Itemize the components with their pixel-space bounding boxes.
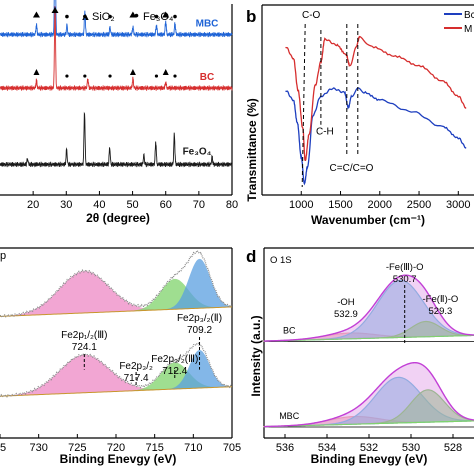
fe3o4-marker-mbc bbox=[65, 14, 69, 19]
panel-d-letter: d bbox=[246, 247, 256, 266]
xrd-curve-label: BC bbox=[200, 72, 214, 83]
panel-a-tick-label: 80 bbox=[226, 199, 238, 211]
fe3o4-marker-bc bbox=[83, 74, 87, 78]
panel-b-tick-label: 3000 bbox=[446, 199, 470, 211]
legend-fe3o4-marker: • bbox=[134, 7, 139, 23]
panel-c-tick-label: 720 bbox=[107, 442, 125, 454]
panel-d-o1s: d Intensity (a.u.) Binding Enevgy (eV) O… bbox=[246, 247, 474, 466]
panel-d-tick-label: 532 bbox=[360, 442, 378, 454]
o1s-annotation-value: 529.3 bbox=[429, 306, 453, 317]
o1s-annotation-label: -Fe(Ⅱ)-O bbox=[422, 294, 458, 305]
fe2p-background bbox=[0, 386, 233, 397]
panel-d-title: O 1S bbox=[270, 255, 292, 266]
fe2p-component-peak bbox=[0, 354, 232, 397]
panel-a-legend: ▲ SiO₂ • Fe₃O₄ bbox=[80, 7, 174, 23]
xrd-series-mbc bbox=[0, 0, 233, 38]
panel-b-xlabel: Wavenumber (cm⁻¹) bbox=[311, 213, 425, 227]
fe2p-component-peak bbox=[0, 258, 232, 317]
panel-c-xlabel: Binding Enevgy (eV) bbox=[60, 452, 177, 466]
panel-b-ylabel: Transmittance (%) bbox=[245, 98, 259, 201]
panel-b-tick-label: 2000 bbox=[368, 199, 392, 211]
panel-c-tick-label: 705 bbox=[223, 442, 241, 454]
xrd-curve-label: Fe₃O₄ bbox=[183, 146, 212, 157]
panel-a-xlabel: 2θ (degree) bbox=[86, 211, 150, 225]
ftir-series-bc bbox=[285, 87, 467, 186]
fe3o4-marker-mbc bbox=[154, 14, 159, 19]
sio2-marker-bc bbox=[129, 69, 136, 76]
xrd-series-bc bbox=[0, 6, 233, 92]
fe2p-annotation-label: Fe2p₃/₂(Ⅲ) bbox=[151, 354, 198, 365]
panel-b-legend: Bc M bbox=[444, 10, 474, 35]
o1s-curve-label: MBC bbox=[279, 411, 300, 421]
legend-fe3o4-label: Fe₃O₄ bbox=[143, 11, 174, 23]
o1s-envelope bbox=[263, 274, 474, 342]
panel-c-tick-label: 5 bbox=[0, 442, 6, 454]
fe2p-annotation-value: 724.1 bbox=[72, 342, 97, 353]
panel-b-tick-label: 2500 bbox=[407, 199, 431, 211]
panel-b-tick-label: 1000 bbox=[289, 199, 313, 211]
panel-c-fe2p: p Binding Enevgy (eV) 5 730 725 720 715 710 70… bbox=[0, 247, 241, 466]
o1s-annotation-value: 532.9 bbox=[334, 309, 358, 320]
o1s-curve-label: BC bbox=[283, 326, 296, 336]
fe3o4-marker-mbc bbox=[173, 14, 177, 19]
o1s-component-peak bbox=[263, 320, 474, 342]
panel-d-tick-label: 534 bbox=[318, 442, 336, 454]
o1s-envelope bbox=[263, 362, 474, 428]
o1s-component-peak bbox=[263, 389, 474, 428]
sio2-marker-bc bbox=[33, 69, 40, 76]
panel-b-letter: b bbox=[246, 7, 256, 26]
xrd-series-fe3o4 bbox=[0, 111, 233, 168]
fe2p-annotation-value: 709.2 bbox=[187, 325, 212, 336]
sio2-marker-mbc bbox=[32, 11, 40, 18]
fe2p-annotation-label: Fe2p₃/₂(Ⅱ) bbox=[177, 313, 222, 324]
o1s-annotation-value: 530.7 bbox=[393, 274, 417, 285]
legend-sio2-label: SiO₂ bbox=[92, 11, 115, 23]
panel-c-tick-label: 730 bbox=[29, 442, 47, 454]
fe3o4-marker-bc bbox=[108, 74, 112, 78]
panel-d-tick-label: 528 bbox=[444, 442, 462, 454]
panel-a-xrd: ▲ SiO₂ • Fe₃O₄ 20 30 40 50 60 70 80 2θ (degree)… bbox=[0, 0, 238, 225]
fe3o4-marker-mbc bbox=[108, 14, 112, 19]
sio2-marker-mbc bbox=[51, 7, 59, 13]
panel-c-tick-label: 710 bbox=[184, 442, 202, 454]
fe2p-annotation-label: Fe2p₁/₂(Ⅲ) bbox=[61, 330, 107, 341]
xrd-curve-label: MBC bbox=[196, 19, 219, 30]
panel-a-tick-label: 60 bbox=[160, 199, 172, 211]
panel-a-tick-label: 20 bbox=[27, 199, 39, 211]
panel-c-tick-label: 715 bbox=[145, 442, 163, 454]
panel-b-tick-label: 1500 bbox=[328, 199, 352, 211]
panel-a-tick-label: 50 bbox=[126, 199, 138, 211]
fe3o4-marker-mbc bbox=[83, 14, 87, 19]
panel-a-tick-label: 70 bbox=[193, 199, 205, 211]
fe2p-annotation-label: Fe2p₃/₂ bbox=[119, 361, 153, 372]
o1s-annotation-label: -Fe(Ⅲ)-O bbox=[386, 262, 424, 273]
fe3o4-marker-bc bbox=[173, 74, 177, 78]
ftir-annotation: C-O bbox=[302, 10, 321, 21]
sio2-marker-bc bbox=[162, 69, 169, 76]
legend-mbc-label: M bbox=[464, 24, 472, 35]
panel-d-tick-label: 530 bbox=[402, 442, 420, 454]
fe2p-background bbox=[0, 306, 233, 317]
fe3o4-marker-bc bbox=[65, 74, 69, 78]
fe2p-envelope bbox=[0, 342, 233, 398]
panel-d-tick-label: 536 bbox=[276, 442, 294, 454]
legend-bc-label: Bc bbox=[464, 10, 474, 21]
panel-d-ylabel: Intensity (a.u.) bbox=[249, 315, 263, 396]
sio2-marker-mbc bbox=[129, 11, 137, 18]
fe3o4-marker-bc bbox=[154, 74, 159, 78]
ftir-guide-co bbox=[301, 23, 306, 188]
panel-c-label-fragment: p bbox=[0, 250, 6, 262]
sio2-marker-mbc bbox=[162, 11, 170, 18]
ftir-annotation: C=C/C=O bbox=[330, 163, 374, 174]
panel-b-ftir: b Transmittance (%) Wavenumber (cm⁻¹) Bc… bbox=[245, 4, 474, 227]
panel-c-tick-label: 725 bbox=[68, 442, 86, 454]
panel-a-tick-label: 40 bbox=[93, 199, 105, 211]
panel-d-xlabel: Binding Enevgy (eV) bbox=[311, 452, 428, 466]
panel-a-tick-label: 30 bbox=[60, 199, 72, 211]
ftir-annotation: C-H bbox=[316, 127, 334, 138]
o1s-annotation-label: -OH bbox=[337, 297, 355, 308]
